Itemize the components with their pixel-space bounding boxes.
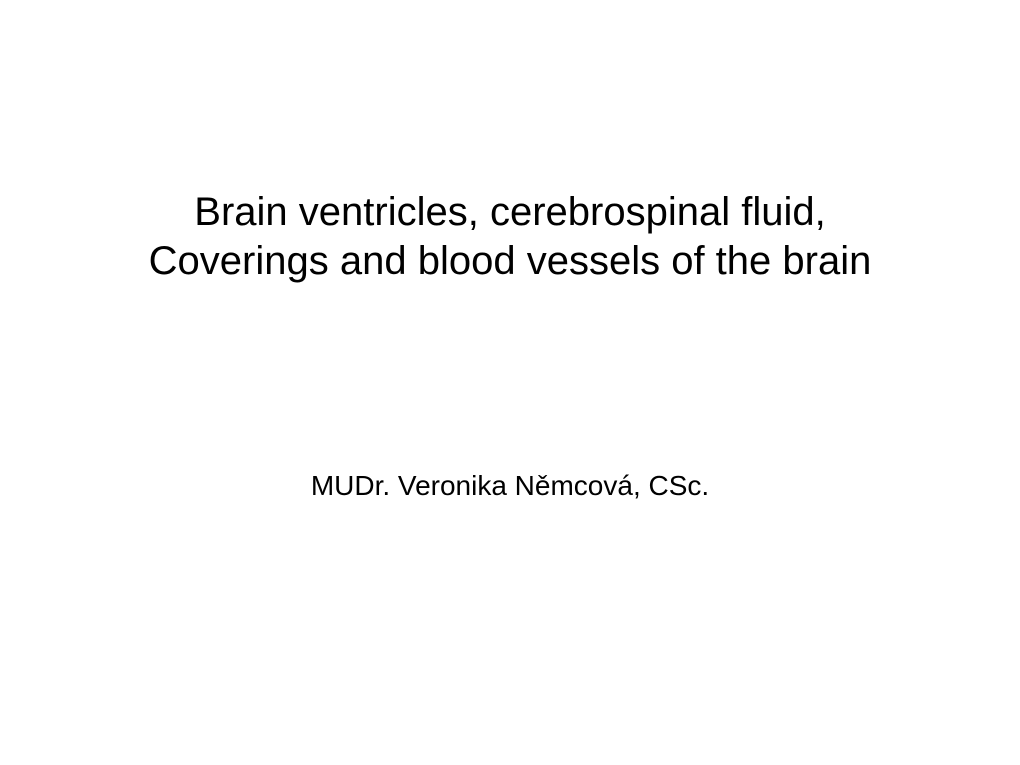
slide-title: Brain ventricles, cerebrospinal fluid, C… bbox=[0, 188, 1020, 286]
slide-container: Brain ventricles, cerebrospinal fluid, C… bbox=[0, 0, 1020, 765]
title-line-2: Coverings and blood vessels of the brain bbox=[0, 237, 1020, 286]
slide-subtitle: MUDr. Veronika Němcová, CSc. bbox=[0, 470, 1020, 502]
title-line-1: Brain ventricles, cerebrospinal fluid, bbox=[0, 188, 1020, 237]
